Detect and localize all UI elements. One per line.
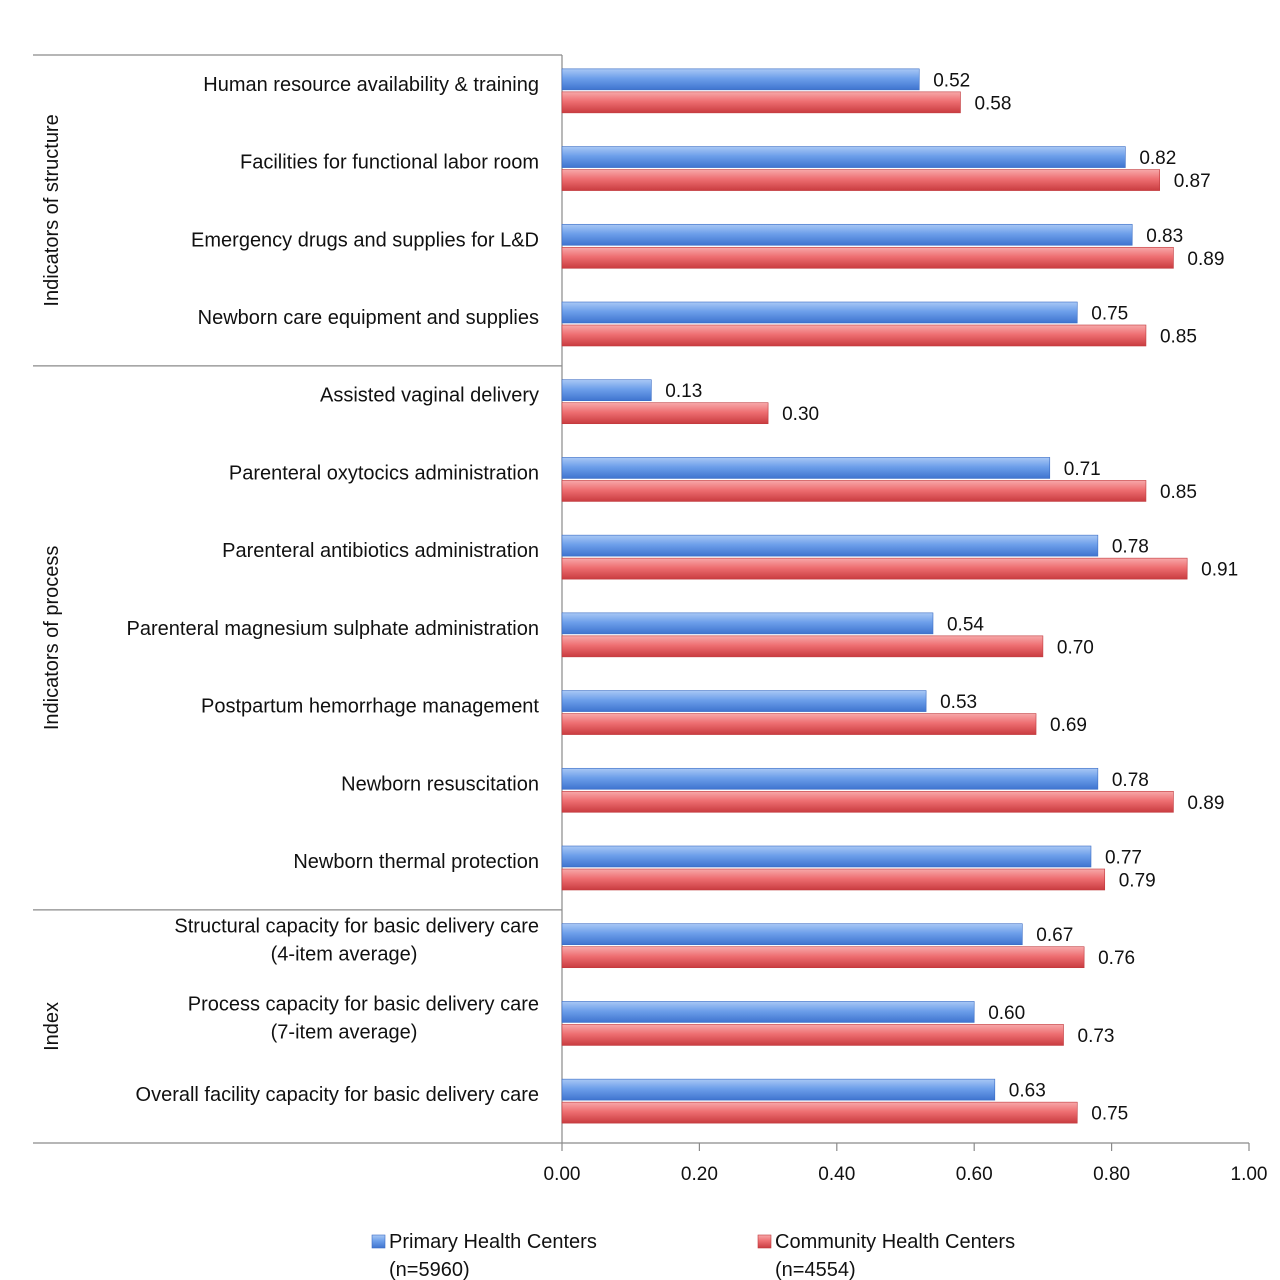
bar-community xyxy=(561,557,1188,580)
group-label-2: Index xyxy=(41,1002,63,1051)
value-label-primary: 0.71 xyxy=(1064,459,1101,480)
bar-primary xyxy=(561,612,934,635)
value-label-primary: 0.53 xyxy=(940,692,977,713)
bar-community xyxy=(561,402,769,425)
x-tick-label: 0.80 xyxy=(1093,1164,1130,1185)
value-label-community: 0.58 xyxy=(974,93,1011,114)
value-label-community: 0.89 xyxy=(1187,249,1224,270)
category-label-line: (7-item average) xyxy=(271,1021,418,1043)
value-label-primary: 0.60 xyxy=(988,1003,1025,1024)
legend-swatch-primary xyxy=(371,1234,386,1249)
bar-community xyxy=(561,868,1106,891)
value-label-primary: 0.77 xyxy=(1105,848,1142,869)
value-label-community: 0.73 xyxy=(1078,1026,1115,1047)
legend-label-community: Community Health Centers xyxy=(775,1231,1015,1253)
category-label-line: (4-item average) xyxy=(271,944,418,966)
legend-label-community: (n=4554) xyxy=(775,1259,856,1280)
bar-community xyxy=(561,946,1085,969)
value-label-community: 0.76 xyxy=(1098,948,1135,969)
chart-frame: Indicators of structure Indicators of pro… xyxy=(33,54,563,1144)
bar-community xyxy=(561,790,1174,813)
bar-community xyxy=(561,713,1037,735)
value-label-primary: 0.82 xyxy=(1139,148,1176,169)
value-label-community: 0.70 xyxy=(1057,637,1094,658)
value-label-community: 0.30 xyxy=(782,404,819,425)
value-label-primary: 0.67 xyxy=(1036,925,1073,946)
bar-primary xyxy=(561,767,1099,790)
category-label: Parenteral antibiotics administration xyxy=(222,540,539,562)
bar-community xyxy=(561,91,961,114)
category-label: Postpartum hemorrhage management xyxy=(201,696,539,718)
x-tick-label: 0.40 xyxy=(818,1164,855,1185)
category-label: Facilities for functional labor room xyxy=(240,152,539,174)
category-label: Overall facility capacity for basic deli… xyxy=(136,1084,539,1106)
group-label-1: Indicators of process xyxy=(41,546,63,731)
category-label: Assisted vaginal delivery xyxy=(320,385,539,407)
x-tick-label: 0.60 xyxy=(956,1164,993,1185)
bar-primary xyxy=(561,1001,975,1023)
chart-bars xyxy=(561,68,1188,1124)
category-label: Emergency drugs and supplies for L&D xyxy=(191,229,539,251)
value-label-community: 0.91 xyxy=(1201,560,1238,581)
category-label: Process capacity for basic delivery care… xyxy=(188,993,539,1043)
value-label-primary: 0.13 xyxy=(665,381,702,402)
x-tick-label: 0.00 xyxy=(544,1164,581,1185)
value-label-community: 0.75 xyxy=(1091,1104,1128,1125)
x-tick-label: 1.00 xyxy=(1231,1164,1268,1185)
value-label-primary: 0.78 xyxy=(1112,770,1149,791)
category-label-line: Structural capacity for basic delivery c… xyxy=(174,916,539,938)
category-label: Human resource availability & training xyxy=(203,74,539,96)
x-tick-label: 0.20 xyxy=(681,1164,718,1185)
category-label-line: Process capacity for basic delivery care xyxy=(188,993,539,1015)
value-label-primary: 0.83 xyxy=(1146,226,1183,247)
value-label-primary: 0.78 xyxy=(1112,537,1149,558)
x-axis: 0.00 0.20 0.40 0.60 0.80 1.00 xyxy=(544,1142,1268,1185)
legend: Primary Health Centers (n=5960) Community … xyxy=(371,1231,1015,1280)
category-label: Parenteral oxytocics administration xyxy=(229,462,539,484)
value-label-primary: 0.63 xyxy=(1009,1081,1046,1102)
bar-primary xyxy=(561,845,1092,868)
category-label: Newborn resuscitation xyxy=(341,773,539,795)
legend-swatch-community xyxy=(757,1234,772,1249)
group-label-0: Indicators of structure xyxy=(41,114,63,306)
category-label: Structural capacity for basic delivery c… xyxy=(174,916,539,966)
bar-primary xyxy=(561,923,1023,946)
category-label: Parenteral magnesium sulphate administra… xyxy=(127,618,539,640)
bar-primary xyxy=(561,1078,996,1101)
value-label-primary: 0.75 xyxy=(1091,304,1128,325)
chart-labels: Human resource availability & training Fa… xyxy=(127,70,1239,1124)
bar-community xyxy=(561,324,1147,347)
bar-community xyxy=(561,635,1044,658)
bar-community xyxy=(561,169,1160,191)
category-label: Newborn thermal protection xyxy=(293,851,539,873)
value-label-community: 0.85 xyxy=(1160,482,1197,503)
category-label: Newborn care equipment and supplies xyxy=(198,307,539,329)
legend-label-primary: Primary Health Centers xyxy=(389,1231,597,1253)
value-label-community: 0.85 xyxy=(1160,327,1197,348)
value-label-primary: 0.52 xyxy=(933,70,970,91)
value-label-community: 0.87 xyxy=(1174,171,1211,192)
value-label-community: 0.79 xyxy=(1119,871,1156,892)
legend-label-primary: (n=5960) xyxy=(389,1259,470,1280)
bar-community xyxy=(561,480,1147,502)
bar-primary xyxy=(561,68,920,91)
bar-primary xyxy=(561,379,652,402)
bar-primary xyxy=(561,146,1126,168)
bar-community xyxy=(561,1024,1064,1046)
bar-community xyxy=(561,246,1174,269)
bar-primary xyxy=(561,301,1078,324)
value-label-primary: 0.54 xyxy=(947,614,984,635)
value-label-community: 0.89 xyxy=(1187,793,1224,814)
bar-primary xyxy=(561,534,1099,557)
bar-primary xyxy=(561,223,1133,246)
bar-primary xyxy=(561,457,1051,479)
bar-community xyxy=(561,1101,1078,1124)
bar-primary xyxy=(561,690,927,712)
value-label-community: 0.69 xyxy=(1050,715,1087,736)
